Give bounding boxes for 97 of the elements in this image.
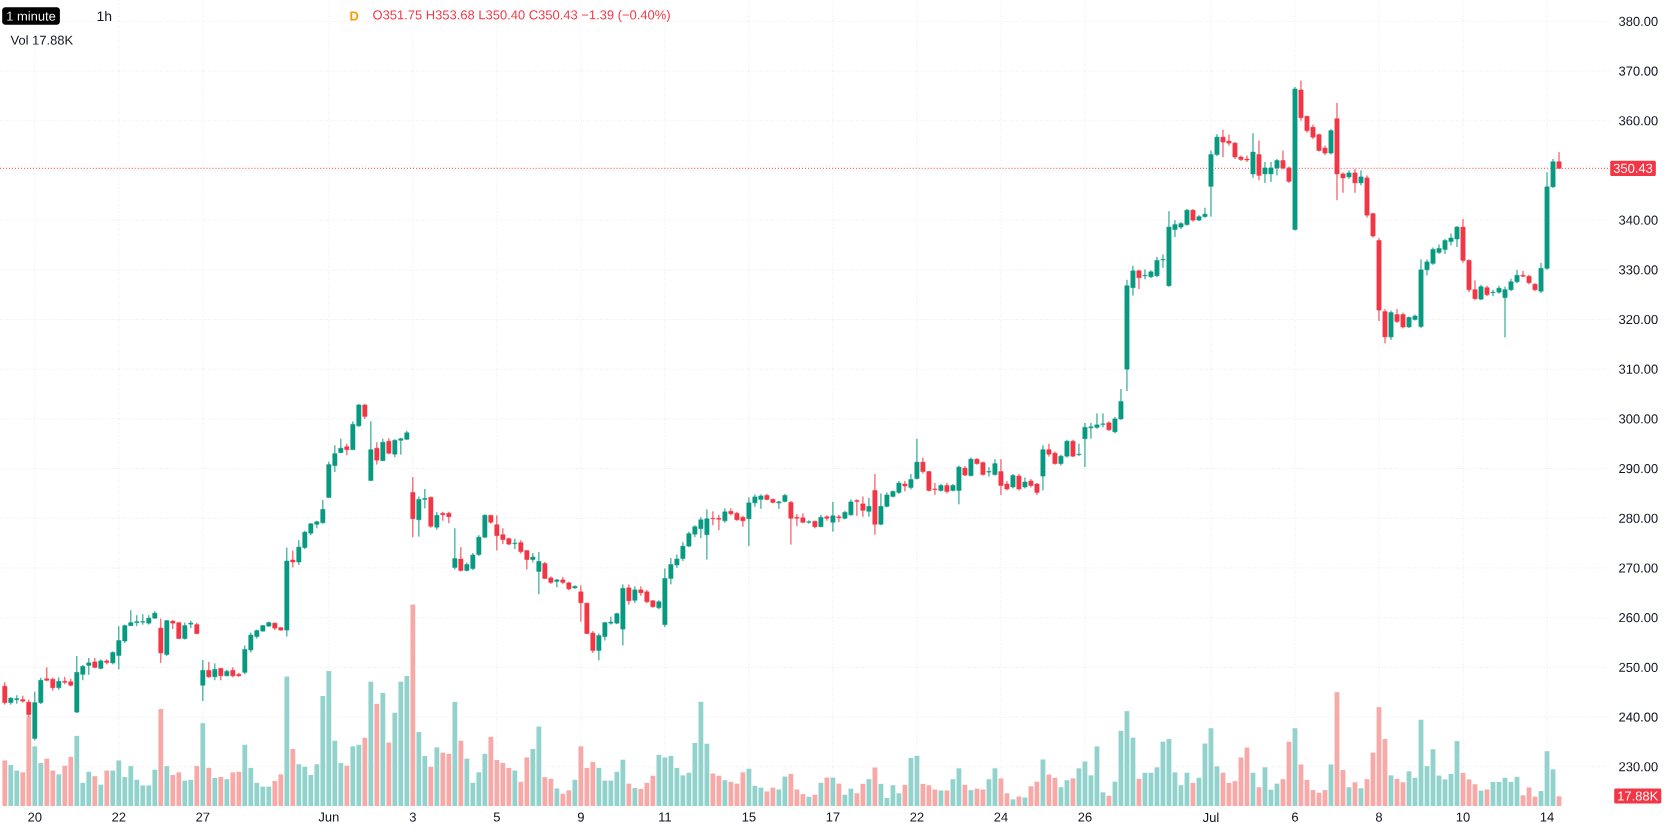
candlestick [1358,169,1364,186]
candlestick [1328,128,1334,156]
candlestick [374,441,380,466]
bar [218,776,224,806]
x-tick-label: 17 [826,812,840,822]
bar [386,742,392,806]
y-tick-label: 380.00 [1619,16,1658,26]
candlestick [1250,132,1256,179]
x-tick-label: 11 [659,812,671,822]
bar [632,788,638,806]
x-tick-label: 27 [196,812,210,822]
y-tick-label: 340.00 [1619,215,1658,225]
x-tick-label: 15 [742,812,756,822]
bar [344,765,350,806]
candlestick [1076,443,1082,457]
y-tick-label: 300.00 [1619,414,1658,424]
x-tick-label: 9 [577,812,584,822]
candlestick [854,498,860,517]
bar [104,770,110,806]
bar [452,701,458,806]
candlestick [536,551,542,595]
y-tick-label: 330.00 [1619,265,1658,275]
candlestick [902,480,908,492]
candlestick [458,546,464,572]
y-tick-label: 250.00 [1619,662,1658,672]
bar [554,788,560,806]
x-tick-label: 8 [1375,812,1383,822]
bar [290,748,296,806]
candlestick [866,497,872,518]
y-tick-label: 240.00 [1619,712,1658,722]
y-tick-label: 290.00 [1619,464,1658,474]
candlestick [824,514,830,522]
x-tick-label: 10 [1456,812,1470,822]
bar [626,783,632,806]
bar [212,777,218,806]
x-tick-label: 20 [28,812,42,822]
y-tick-label: 260.00 [1619,613,1658,623]
x-tick-label: 5 [493,812,500,822]
x-tick-label: Jun [318,812,339,822]
bar [2,760,8,806]
candlestick [2,681,8,706]
bar [434,747,440,806]
x-tick-label: 26 [1078,812,1092,822]
bar [428,766,434,806]
bar [380,692,386,806]
candlestick [806,519,812,525]
y-tick-label: 320.00 [1619,314,1658,325]
annotation: O351.75 H353.68 L350.40 C350.43 −1.39 (−0.40%) [373,9,670,23]
bar [194,766,200,806]
bar [572,779,578,806]
y-tick-label: 310.00 [1619,364,1658,374]
candlestick [1256,140,1262,181]
x-tick-label: 22 [910,812,924,822]
x-tick-label: 22 [112,812,126,822]
x-tick-label: 14 [1540,812,1554,822]
candlestick [626,583,632,606]
bar [362,737,368,806]
bar [56,774,62,806]
x-tick-label: 24 [994,812,1008,822]
candlestick [530,552,536,564]
x-tick-label: Jul [1202,812,1219,823]
bar [164,766,170,806]
text: 1h [97,10,112,22]
bar [284,676,290,806]
candlestick [578,584,584,623]
candlestick [830,501,836,533]
annotation: 1 minute [7,11,56,21]
candlestick [200,659,206,702]
annotation: Vol 17.88K [10,35,74,45]
candlestick [860,495,866,518]
candlestick [512,538,518,550]
bar [92,776,98,806]
bar [512,770,518,806]
candlestick [452,527,458,570]
bar [458,740,464,806]
ref-line-label: 350.43 [1613,163,1653,173]
bar [368,681,374,806]
y-tick-label: 360.00 [1619,116,1658,126]
bar [224,779,230,806]
bar [200,723,206,806]
candlestick [914,438,920,481]
y-tick-label: 370.00 [1619,66,1658,76]
bar [374,703,380,806]
annotation: D [350,11,359,21]
candlestick [836,514,842,523]
y-tick-label: 270.00 [1619,563,1658,573]
y-tick-label: 280.00 [1619,513,1658,523]
text: 17.88K [1618,791,1659,801]
bar [158,709,164,806]
bar [206,767,212,806]
y-tick-label: 230.00 [1619,762,1658,772]
x-tick-label: 3 [409,812,416,822]
candlestick [1352,168,1358,194]
bar [410,604,416,806]
bar [98,784,104,806]
x-tick-label: 6 [1292,812,1299,822]
candlestick [554,578,560,588]
